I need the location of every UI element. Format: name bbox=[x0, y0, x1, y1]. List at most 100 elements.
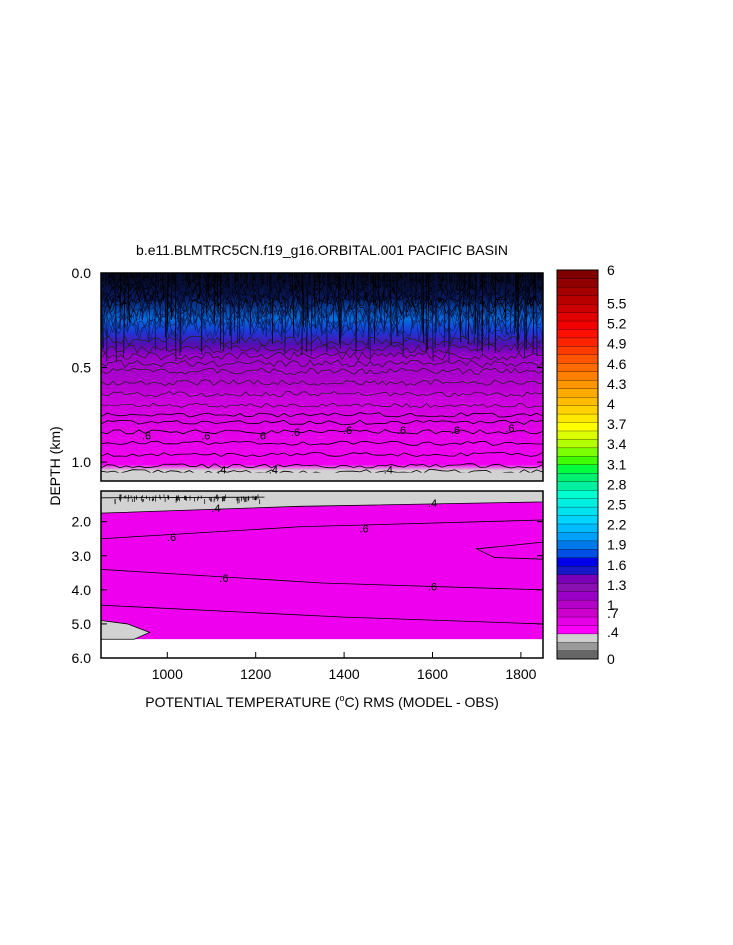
contour-label: .6 bbox=[428, 581, 437, 593]
colorbar-band bbox=[556, 591, 599, 601]
colorbar-band bbox=[556, 633, 599, 643]
colorbar-band bbox=[556, 472, 599, 482]
contour-streak bbox=[162, 273, 164, 302]
contour-streak bbox=[158, 273, 162, 322]
contour-label: .6 bbox=[359, 524, 368, 536]
colorbar-band bbox=[556, 641, 599, 652]
contour-streak bbox=[148, 273, 151, 342]
colorbar-band bbox=[556, 481, 599, 491]
colorbar: 6 5.5 5.2 4.9 4.6 4.3 4 3.7 3.4 3.1 2.8 2.5 2.2 1.9 1.… bbox=[556, 262, 627, 667]
contour-streak bbox=[352, 273, 355, 305]
colorbar-band bbox=[556, 362, 599, 372]
contour-streak bbox=[242, 273, 245, 307]
contour-streak bbox=[258, 273, 260, 325]
colorbar-band bbox=[556, 616, 599, 626]
colorbar-band bbox=[556, 337, 599, 347]
contour-line bbox=[101, 402, 543, 408]
colorbar-band bbox=[556, 489, 599, 499]
contour-streak bbox=[343, 273, 346, 298]
colorbar-band bbox=[556, 413, 599, 423]
contour-streak bbox=[458, 273, 461, 332]
colorbar-label: 0 bbox=[607, 651, 615, 667]
colorbar-label: 1.3 bbox=[607, 577, 627, 593]
y-tick-label: 0.0 bbox=[72, 265, 92, 281]
colorbar-label: 2.2 bbox=[607, 517, 627, 533]
contour-streak bbox=[454, 273, 457, 313]
colorbar-band bbox=[556, 354, 599, 364]
colorbar-label: 6 bbox=[607, 262, 615, 278]
contour-streak bbox=[274, 273, 276, 302]
contour-streak bbox=[272, 273, 274, 306]
contour-label: .6 bbox=[219, 573, 228, 585]
contour-line bbox=[101, 519, 543, 540]
contour-streak bbox=[154, 273, 157, 310]
field-magenta bbox=[101, 491, 543, 640]
colorbar-band bbox=[556, 515, 599, 525]
field-gray-top bbox=[101, 491, 543, 514]
contour-label: .6 bbox=[343, 425, 352, 437]
colorbar-band bbox=[556, 498, 599, 508]
contour-streak bbox=[427, 273, 430, 350]
colorbar-label: 5.2 bbox=[607, 316, 627, 332]
contour-streak bbox=[154, 273, 156, 351]
colorbar-band bbox=[556, 396, 599, 406]
contour-streak bbox=[377, 273, 380, 313]
colorbar-frame bbox=[556, 269, 599, 660]
contour-streak bbox=[166, 273, 169, 331]
contour-streak bbox=[222, 273, 224, 352]
contour-streak bbox=[230, 273, 232, 351]
colorbar-band bbox=[556, 278, 599, 288]
contour-streak bbox=[367, 273, 370, 349]
y-tick-label: 6.0 bbox=[72, 650, 92, 666]
contour-streak bbox=[374, 273, 376, 344]
colorbar-band bbox=[556, 303, 599, 313]
contour-streak bbox=[305, 273, 307, 327]
contour-line bbox=[101, 367, 543, 376]
contour-streak bbox=[216, 273, 219, 315]
contour-streak bbox=[301, 273, 303, 356]
colorbar-label: 4.9 bbox=[607, 336, 627, 352]
contour-label: .4 bbox=[211, 503, 220, 515]
contour-streak bbox=[459, 273, 462, 343]
contour-streak bbox=[223, 273, 226, 300]
colorbar-band bbox=[556, 540, 599, 550]
contour-streak bbox=[141, 273, 143, 320]
y-tick-label: 4.0 bbox=[72, 582, 92, 598]
contour-streak bbox=[106, 273, 108, 362]
contour-label: .6 bbox=[291, 427, 300, 439]
contour-streak bbox=[206, 273, 208, 316]
colorbar-band bbox=[556, 329, 599, 339]
contour-streak bbox=[264, 273, 266, 305]
colorbar-band bbox=[556, 295, 599, 305]
contour-streak bbox=[103, 273, 106, 349]
lower-panel-frame bbox=[100, 490, 544, 659]
contour-streak bbox=[390, 273, 392, 346]
contour-streak bbox=[488, 273, 491, 351]
y-tick-label: 5.0 bbox=[72, 616, 92, 632]
upper-panel-contour-labels: .6 .6 .6 .6 .6 .6 .6 .6 .4 .4 .4 bbox=[142, 423, 515, 477]
colorbar-label: 4 bbox=[607, 396, 615, 412]
contour-streak bbox=[267, 273, 270, 297]
contour-streak bbox=[534, 273, 536, 298]
contour-label: .6 bbox=[142, 431, 151, 443]
contour-streak bbox=[513, 273, 516, 305]
contour-line bbox=[475, 541, 543, 560]
contour-streak bbox=[285, 273, 287, 316]
colorbar-label: 3.1 bbox=[607, 456, 627, 472]
contour-streak bbox=[127, 273, 130, 323]
x-axis-label-part2: C) RMS (MODEL - OBS) bbox=[344, 694, 498, 710]
contour-streak bbox=[339, 273, 341, 349]
colorbar-band bbox=[556, 430, 599, 440]
colorbar-band bbox=[556, 574, 599, 584]
contour-label: .6 bbox=[167, 532, 176, 544]
contour-streak bbox=[332, 273, 335, 329]
contour-streak bbox=[307, 273, 309, 320]
colorbar-band bbox=[556, 455, 599, 465]
contour-streak bbox=[432, 273, 435, 319]
upper-panel-frame bbox=[100, 272, 544, 482]
contour-streak bbox=[318, 273, 321, 305]
x-tick-label: 1600 bbox=[417, 666, 448, 682]
lower-panel-contour-labels: .4 .4 .6 .6 .6 .6 bbox=[167, 498, 437, 594]
contour-streak bbox=[177, 273, 180, 323]
